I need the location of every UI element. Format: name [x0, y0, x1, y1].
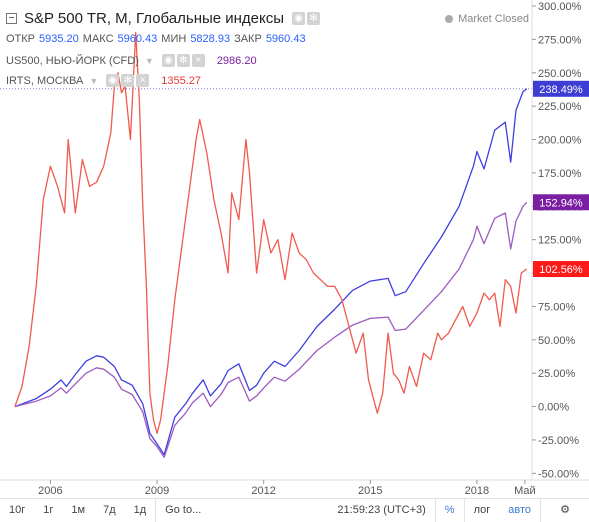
ohlc-low-label: МИН — [161, 33, 187, 45]
y-tick-label: 175.00% — [538, 168, 582, 180]
x-tick-label: Май — [514, 485, 536, 497]
chart-title[interactable]: S&P 500 TR, M, Глобальные индексы — [24, 10, 285, 27]
close-icon[interactable]: × — [191, 54, 205, 67]
last-value-labels: 238.49% 152.94% 102.56% — [533, 80, 589, 278]
ohlc-low-value: 5828.93 — [190, 33, 231, 45]
market-status-dot-icon — [445, 15, 454, 23]
eye-icon[interactable]: ◉ — [106, 74, 120, 87]
compare-row-irts[interactable]: IRTS, МОСКВА ▼ ◉ ✻ × 1355.27 — [6, 74, 201, 87]
series-line-0 — [14, 88, 528, 456]
x-tick-label: 2018 — [465, 485, 489, 497]
last-value-label: 102.56% — [539, 264, 583, 276]
goto-button[interactable]: Go to... — [155, 499, 210, 522]
x-tick-label: 2009 — [145, 485, 169, 497]
ohlc-row: ОТКР 5935.20 МАКС 5960.43 МИН 5828.93 ЗА… — [6, 33, 306, 45]
clock-time: 21:59:23 — [337, 504, 381, 516]
clock-timezone[interactable]: (UTC+3) — [383, 504, 426, 516]
x-tick-label: 2012 — [251, 485, 275, 497]
y-tick-label: 225.00% — [538, 101, 582, 113]
ohlc-close-value: 5960.43 — [265, 33, 306, 45]
settings-icon[interactable]: ✻ — [307, 12, 321, 25]
market-status: Market Closed — [445, 13, 529, 25]
y-tick-label: 250.00% — [538, 68, 582, 80]
settings-icon[interactable]: ✻ — [176, 54, 190, 67]
settings-icon[interactable]: ✻ — [121, 74, 135, 87]
y-tick-label: -50.00% — [538, 468, 579, 480]
chart-title-row: − S&P 500 TR, M, Глобальные индексы ◉ ✻ — [6, 10, 321, 27]
y-axis: 300.00% 275.00% 250.00% 225.00% 200.00% 175.0… — [531, 0, 582, 480]
close-icon[interactable]: × — [136, 74, 150, 87]
y-tick-label: -25.00% — [538, 435, 579, 447]
gear-icon[interactable]: ⚙ — [540, 499, 589, 522]
auto-toggle[interactable]: авто — [508, 504, 531, 516]
x-axis: 2006 2009 2012 2015 2018 Май — [0, 479, 589, 497]
y-tick-label: 275.00% — [538, 34, 582, 46]
percent-toggle[interactable]: % — [434, 499, 464, 522]
y-tick-label: 25.00% — [538, 368, 576, 380]
y-tick-label: 50.00% — [538, 335, 576, 347]
last-value-badge — [533, 80, 589, 97]
last-value-label: 238.49% — [539, 84, 583, 96]
ohlc-open-label: ОТКР — [6, 33, 36, 45]
range-7d-button[interactable]: 7д — [103, 504, 116, 516]
clock: 21:59:23 (UTC+3) — [328, 499, 434, 522]
last-value-label: 152.94% — [539, 197, 583, 209]
ohlc-high-value: 5960.43 — [117, 33, 158, 45]
chevron-down-icon[interactable]: ▼ — [144, 55, 154, 66]
compare-row-us500[interactable]: US500, НЬЮ-ЙОРК (CFD) ▼ ◉ ✻ × 2986.20 — [6, 54, 257, 67]
log-toggle[interactable]: лог — [463, 499, 500, 522]
y-tick-label: 200.00% — [538, 135, 582, 147]
y-tick-label: 300.00% — [538, 1, 582, 13]
range-1y-button[interactable]: 1г — [43, 504, 54, 516]
y-tick-label: 75.00% — [538, 301, 576, 313]
collapse-icon[interactable]: − — [6, 13, 17, 24]
range-1m-button[interactable]: 1м — [71, 504, 86, 516]
eye-icon[interactable]: ◉ — [292, 12, 306, 25]
x-tick-label: 2015 — [358, 485, 382, 497]
last-value-badge — [533, 194, 589, 211]
eye-icon[interactable]: ◉ — [161, 54, 175, 67]
series-line-2 — [14, 32, 528, 434]
compare-irts-name[interactable]: IRTS, МОСКВА — [6, 74, 84, 87]
y-tick-label: 125.00% — [538, 235, 582, 247]
ohlc-open-value: 5935.20 — [39, 33, 79, 45]
market-status-label: Market Closed — [458, 13, 529, 25]
range-1d-button[interactable]: 1д — [133, 504, 147, 516]
ohlc-close-label: ЗАКР — [234, 33, 262, 45]
chevron-down-icon[interactable]: ▼ — [89, 75, 99, 86]
x-tick-label: 2006 — [38, 485, 62, 497]
compare-irts-value: 1355.27 — [161, 74, 202, 87]
bottom-toolbar: 10г 1г 1м 7д 1д Go to... 21:59:23 (UTC+3… — [0, 498, 589, 522]
range-10y-button[interactable]: 10г — [9, 504, 26, 516]
series-line-1 — [14, 201, 528, 458]
last-value-badge — [533, 261, 589, 278]
compare-us500-value: 2986.20 — [216, 54, 257, 67]
series-layer — [0, 32, 532, 458]
compare-us500-name[interactable]: US500, НЬЮ-ЙОРК (CFD) — [6, 54, 139, 67]
ohlc-high-label: МАКС — [82, 33, 114, 45]
y-tick-label: 0.00% — [538, 402, 569, 414]
